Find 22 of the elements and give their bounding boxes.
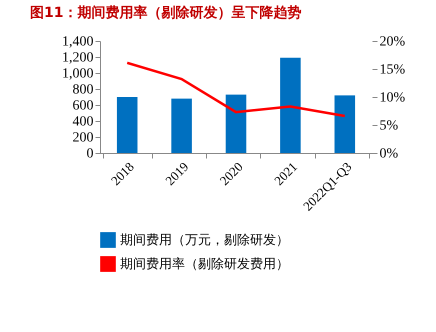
y-tick-label: 0 bbox=[86, 146, 94, 162]
legend-label: 期间费用率（剔除研发费用） bbox=[120, 256, 289, 271]
chart-title: 图11：期间费用率（剔除研发）呈下降趋势 bbox=[30, 4, 302, 21]
y-tick-label: 1,000 bbox=[62, 66, 94, 82]
bar bbox=[280, 58, 301, 153]
y-tick-label: 1,200 bbox=[62, 50, 94, 66]
legend-label: 期间费用（万元，剔除研发） bbox=[120, 232, 289, 247]
y2-tick-label: 15% bbox=[380, 62, 406, 78]
y-tick-label: 200 bbox=[72, 130, 94, 146]
bar bbox=[334, 95, 356, 153]
y-tick-label: 600 bbox=[72, 98, 94, 114]
y2-tick-label: 5% bbox=[380, 118, 398, 134]
y2-tick-label: 0% bbox=[380, 146, 398, 162]
line-series bbox=[126, 62, 346, 118]
y-tick-label: 1,400 bbox=[62, 34, 94, 50]
bar bbox=[226, 94, 246, 153]
bar bbox=[116, 97, 138, 153]
y2-tick-label: 20% bbox=[380, 34, 406, 50]
y-tick-label: 400 bbox=[72, 114, 94, 130]
y-tick-label: 800 bbox=[72, 82, 94, 98]
bar bbox=[171, 98, 192, 153]
y2-tick-label: 10% bbox=[380, 90, 406, 106]
